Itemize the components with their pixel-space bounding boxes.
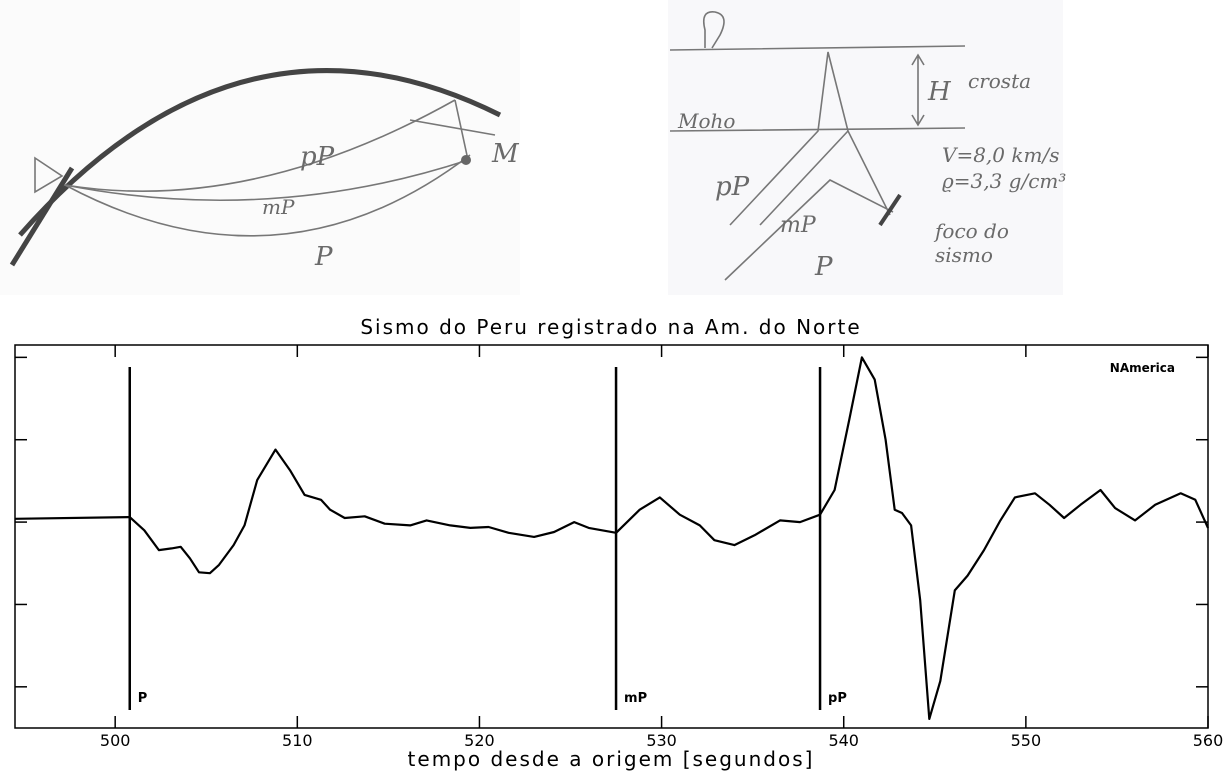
x-tick-label: 540 xyxy=(828,731,859,750)
tree xyxy=(702,11,725,49)
ray-p xyxy=(64,154,471,237)
annotation: NAmerica xyxy=(1110,361,1175,375)
station xyxy=(34,156,64,194)
plot-frame xyxy=(14,344,1209,729)
label: H xyxy=(927,77,952,107)
phase-label: pP xyxy=(828,691,847,706)
label: pP xyxy=(300,142,335,172)
label: V=8,0 km/s xyxy=(942,143,1059,167)
label: crosta xyxy=(968,69,1031,93)
x-tick-label: 550 xyxy=(1011,731,1042,750)
x-tick-label: 560 xyxy=(1193,731,1224,750)
crust-sketch: H crosta Moho V=8,0 km/s ϱ=3,3 g/cm³ pP … xyxy=(669,11,1066,282)
label: pP xyxy=(715,172,750,202)
label: P xyxy=(314,242,333,272)
x-tick-label: 530 xyxy=(646,731,677,750)
ray-pp xyxy=(64,99,456,192)
ray-mp xyxy=(64,159,469,202)
phase-label: mP xyxy=(624,691,647,706)
label: ϱ=3,3 g/cm³ xyxy=(942,169,1066,193)
phase-label: P xyxy=(138,691,148,706)
x-axis-label: tempo desde a origem [segundos] xyxy=(408,747,815,771)
x-tick-label: 510 xyxy=(282,731,313,750)
earth-surface xyxy=(18,68,502,237)
label: Moho xyxy=(677,109,735,133)
x-tick-label: 500 xyxy=(100,731,131,750)
label: mP xyxy=(262,195,295,219)
label: mP xyxy=(780,213,817,238)
x-tick-label: 520 xyxy=(464,731,495,750)
rays xyxy=(724,51,894,281)
label: P xyxy=(814,252,833,282)
source-mark xyxy=(409,99,496,161)
chart-title: Sismo do Peru registrado na Am. do Norte xyxy=(360,315,861,339)
focus xyxy=(461,155,471,165)
label: M xyxy=(491,139,520,169)
ray-path-sketch: pP mP P M xyxy=(9,68,520,272)
fault xyxy=(878,193,902,227)
label: sismo xyxy=(935,243,993,267)
surface-edge xyxy=(9,166,75,267)
trace xyxy=(14,356,1210,720)
label: foco do xyxy=(933,219,1009,243)
thickness xyxy=(911,53,925,127)
sketch-background xyxy=(0,0,520,295)
